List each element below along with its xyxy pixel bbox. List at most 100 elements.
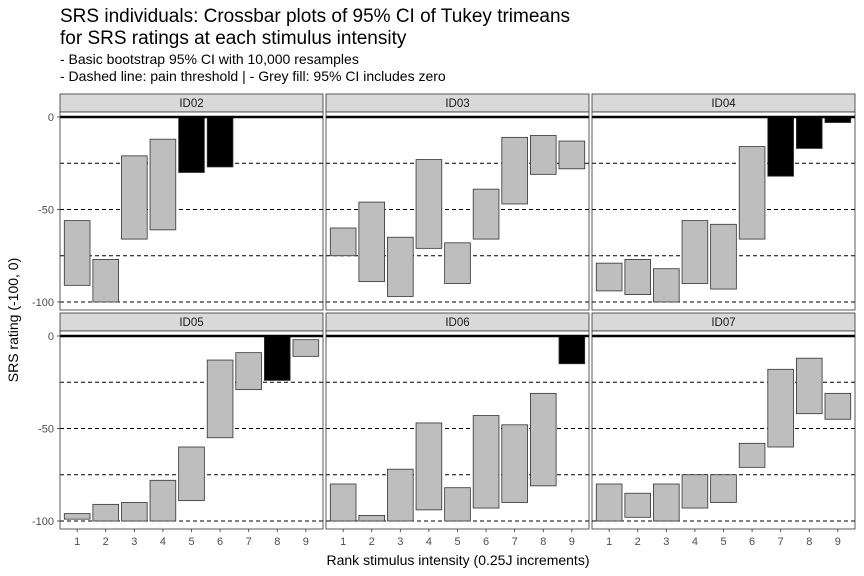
crossbar-2 [624,259,652,296]
x-tick-label: 3 [131,536,137,548]
crossbar-2 [624,492,652,518]
facet-label: ID07 [711,317,735,329]
x-tick-label: 7 [512,536,518,548]
y-tick-label: -100 [32,297,54,309]
crossbar-5 [710,223,737,290]
y-tick-label: -50 [38,424,54,436]
crossbar-8 [529,135,557,175]
crossbar-2 [358,201,386,283]
facet-label: ID03 [445,98,469,110]
crossbar-8 [795,116,823,149]
crossbar-6 [206,359,234,439]
crossbar-6 [206,116,234,168]
x-tick-label: 9 [569,536,575,548]
crossbar-4 [149,138,177,231]
crossbar-4 [681,474,709,509]
x-tick-label: 7 [778,536,784,548]
crossbar-7 [767,116,794,177]
chart-title-line-1: SRS individuals: Crossbar plots of 95% C… [60,6,571,27]
crossbar-1 [329,227,357,257]
panel-border [59,111,324,311]
panel-id03: ID03 [325,93,590,311]
x-tick-label: 8 [540,536,546,548]
x-tick-label: 5 [720,536,726,548]
crossbar-9 [558,335,586,365]
panel-border [325,111,590,311]
x-tick-label: 3 [397,536,403,548]
chart-title: SRS individuals: Crossbar plots of 95% C… [60,6,570,50]
x-tick-label: 7 [246,536,252,548]
panel-id06: ID06 1 2 3 4 5 6 7 8 9 [325,312,590,548]
panel-id05: ID05 0 -50 -100 1 2 3 4 5 6 7 8 9 [32,312,324,548]
crossbar-7 [501,136,528,205]
crossbar-1 [63,220,91,286]
crossbar-4 [681,220,709,284]
crossbar-9 [292,339,320,357]
crossbar-3 [387,468,414,522]
chart-subtitle-line-1: - Basic bootstrap 95% CI with 10,000 res… [60,51,359,67]
crossbar-4 [415,159,443,249]
y-tick-label: 0 [48,112,54,124]
facet-label: ID06 [445,317,469,329]
x-tick-label: 6 [217,536,223,548]
crossbar-1 [63,513,91,520]
x-tick-label: 5 [454,536,460,548]
crossbar-6 [738,146,766,240]
x-tick-label: 1 [74,536,80,548]
x-tick-label: 2 [103,536,109,548]
crossbar-2 [92,259,120,303]
crossbar-1 [595,483,623,522]
panel-id02: ID02 0 -50 -100 [32,93,324,311]
chart-title-line-2: for SRS ratings at each stimulus intensi… [60,28,407,49]
crossbar-8 [795,357,823,415]
crossbar-4 [149,479,177,522]
crossbar-7 [767,368,794,448]
facet-label: ID05 [179,317,203,329]
y-tick-label: -100 [32,516,54,528]
x-tick-label: 4 [426,536,432,548]
facet-panels: ID02 0 -50 -100 ID03 ID04 ID05 0 -50 -100 1 2 3 4 5 6 7 8… [32,93,856,548]
x-tick-label: 4 [160,536,166,548]
crossbar-3 [387,236,414,297]
x-tick-label: 9 [835,536,841,548]
x-tick-label: 2 [369,536,375,548]
x-tick-label: 6 [483,536,489,548]
crossbar-6 [472,188,500,240]
x-tick-label: 8 [806,536,812,548]
facet-label: ID02 [179,98,203,110]
y-axis-title: SRS rating (-100, 0) [5,258,21,383]
x-tick-label: 1 [606,536,612,548]
facet-label: ID04 [711,98,736,110]
crossbar-3 [653,268,680,303]
crossbar-2 [358,515,386,522]
crossbar-7 [235,352,262,391]
panel-id04: ID04 [591,93,856,311]
crossbar-7 [501,424,528,503]
x-tick-label: 9 [303,536,309,548]
crossbar-5 [178,446,205,502]
x-tick-label: 8 [274,536,280,548]
crossbar-1 [329,483,357,522]
crossbar-3 [653,483,680,522]
crossbar-5 [444,242,471,284]
x-axis-title: Rank stimulus intensity (0.25J increment… [327,552,590,568]
crossbar-9 [558,140,586,170]
crossbar-5 [444,487,471,522]
crossbar-4 [415,422,443,511]
crossbar-3 [121,155,148,240]
panel-border [591,111,856,311]
y-tick-label: -50 [38,205,54,217]
crossbar-3 [121,502,148,522]
x-tick-label: 6 [749,536,755,548]
x-tick-label: 5 [188,536,194,548]
crossbar-5 [178,116,205,173]
x-tick-label: 4 [692,536,698,548]
crossbar-8 [263,335,291,381]
crossbar-6 [738,442,766,468]
x-tick-label: 2 [635,536,641,548]
y-tick-label: 0 [48,331,54,343]
x-tick-label: 1 [340,536,346,548]
crossbar-2 [92,503,120,522]
crossbar-1 [595,262,623,292]
